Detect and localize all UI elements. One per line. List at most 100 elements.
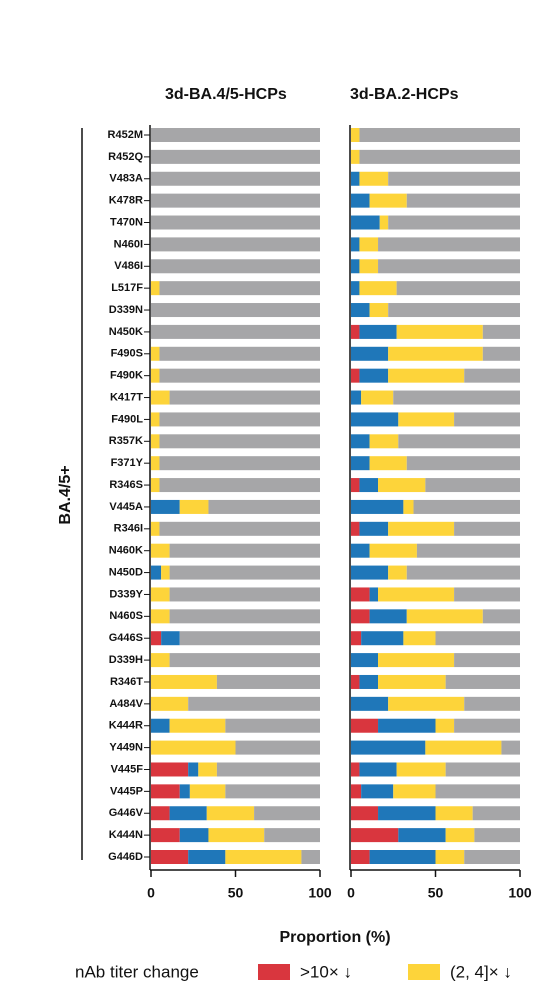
bar-segment xyxy=(169,587,320,602)
bar-segment xyxy=(151,281,160,296)
bar-segment xyxy=(264,828,320,843)
x-tick-label: 100 xyxy=(508,885,532,901)
bar-segment xyxy=(435,718,455,733)
bar-segment xyxy=(351,696,389,711)
bar-segment xyxy=(254,806,320,821)
y-tick-label: R452M xyxy=(108,129,143,141)
bar-segment xyxy=(501,740,520,755)
y-tick-label: Y449N xyxy=(109,742,143,754)
bar-segment xyxy=(188,850,226,864)
bar-segment xyxy=(378,674,446,689)
bar-segment xyxy=(351,521,360,536)
bar-segment xyxy=(361,390,394,405)
bar-segment xyxy=(359,149,520,164)
bar-segment xyxy=(161,565,170,580)
bar-segment xyxy=(151,521,160,536)
bar-segment xyxy=(388,346,483,361)
bar-segment xyxy=(398,412,455,427)
y-tick-label: F490K xyxy=(110,370,143,382)
bar-segment xyxy=(206,806,255,821)
y-tick-label: A484V xyxy=(109,698,143,710)
legend-label: >10× ↓ xyxy=(300,962,352,981)
bar-segment xyxy=(188,696,320,711)
y-axis-label: BA.4/5+ xyxy=(57,465,74,524)
bar-segment xyxy=(359,368,389,383)
bar-segment xyxy=(351,281,360,296)
bar-segment xyxy=(393,784,436,799)
bar-segment xyxy=(351,784,362,799)
bar-segment xyxy=(151,237,320,252)
y-tick-label: N450D xyxy=(109,566,143,578)
legend-swatch xyxy=(408,964,440,980)
bar-segment xyxy=(351,565,389,580)
bar-segment xyxy=(369,543,417,558)
bar-segment xyxy=(351,149,360,164)
y-tick-label: V483A xyxy=(109,173,143,185)
bar-segment xyxy=(406,193,520,208)
bar-segment xyxy=(482,609,520,624)
bar-segment xyxy=(388,171,520,186)
y-tick-label: G446D xyxy=(108,851,143,863)
y-tick-label: T470N xyxy=(110,216,143,228)
bar-segment xyxy=(151,653,170,668)
bar-segment xyxy=(425,740,502,755)
bar-segment xyxy=(406,609,483,624)
bar-segment xyxy=(169,543,320,558)
y-tick-label: F490S xyxy=(111,348,143,360)
bar-segment xyxy=(179,828,209,843)
bar-segment xyxy=(351,193,370,208)
bar-segment xyxy=(359,259,379,274)
y-tick-label: K417T xyxy=(110,391,143,403)
bar-segment xyxy=(169,565,320,580)
y-tick-label: V486I xyxy=(114,260,143,272)
bar-segment xyxy=(396,281,520,296)
bar-segment xyxy=(351,543,370,558)
bar-segment xyxy=(216,674,320,689)
bar-segment xyxy=(179,631,320,646)
bar-segment xyxy=(445,674,520,689)
bar-segment xyxy=(151,740,236,755)
bar-segment xyxy=(351,237,360,252)
bar-segment xyxy=(351,850,370,864)
bar-segment xyxy=(351,631,362,646)
panel-title: 3d-BA.2-HCPs xyxy=(350,86,459,103)
bar-segment xyxy=(398,434,520,449)
y-tick-label: D339H xyxy=(109,654,143,666)
bar-segment xyxy=(351,390,362,405)
bar-segment xyxy=(151,346,160,361)
bar-segment xyxy=(435,806,473,821)
bar-segment xyxy=(351,653,379,668)
bar-segment xyxy=(351,303,370,318)
y-tick-label: G446V xyxy=(109,807,144,819)
bar-segment xyxy=(169,609,320,624)
bar-segment xyxy=(369,303,389,318)
x-tick-label: 0 xyxy=(147,885,155,901)
bar-segment xyxy=(413,499,520,514)
bar-segment xyxy=(169,806,207,821)
bar-segment xyxy=(208,828,265,843)
bar-segment xyxy=(351,828,399,843)
bar-segment xyxy=(159,434,320,449)
bar-segment xyxy=(151,631,162,646)
bar-segment xyxy=(359,281,397,296)
bar-segment xyxy=(151,543,170,558)
bar-segment xyxy=(161,631,180,646)
bar-segment xyxy=(188,762,199,777)
bar-segment xyxy=(159,346,320,361)
bar-segment xyxy=(351,259,360,274)
y-tick-label: F490L xyxy=(111,413,143,425)
bar-segment xyxy=(159,521,320,536)
bar-segment xyxy=(464,368,520,383)
x-tick-label: 50 xyxy=(228,885,244,901)
bar-segment xyxy=(159,456,320,471)
bar-segment xyxy=(482,324,520,339)
x-axis-label: Proportion (%) xyxy=(279,929,390,946)
bar-segment xyxy=(378,259,520,274)
bar-segment xyxy=(151,193,320,208)
y-tick-label: V445P xyxy=(110,785,143,797)
bar-segment xyxy=(388,215,520,230)
y-tick-label: R452Q xyxy=(108,151,143,163)
legend-title: nAb titer change xyxy=(75,962,199,981)
y-tick-label: K478R xyxy=(109,195,143,207)
bar-segment xyxy=(351,587,370,602)
